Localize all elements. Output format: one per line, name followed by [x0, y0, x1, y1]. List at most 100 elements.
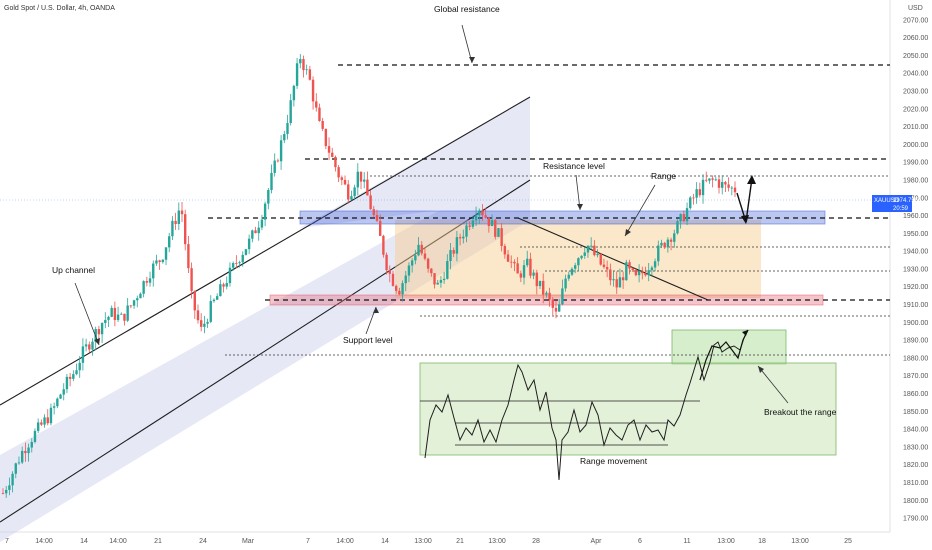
candle-bear — [340, 177, 344, 180]
candle-bull — [107, 316, 110, 320]
global-resistance-label: Global resistance — [434, 4, 500, 14]
candle-bull — [136, 298, 139, 301]
candle-bear — [554, 307, 558, 312]
candle-bear — [276, 160, 280, 162]
candle-bear — [631, 268, 634, 271]
candle-bull — [353, 187, 356, 197]
candle-bear — [308, 69, 312, 80]
candle-bull — [251, 230, 254, 239]
price-tick-label: 1940.00 — [903, 249, 928, 256]
candle-bear — [682, 214, 686, 222]
candle-bull — [65, 376, 69, 390]
candle-bull — [714, 179, 718, 181]
candle-bear — [190, 268, 193, 292]
candle-bull — [247, 238, 251, 250]
candle-bear — [315, 101, 318, 108]
price-tag[interactable] — [872, 195, 912, 212]
price-tick-label: 1820.00 — [903, 462, 928, 469]
candle-bull — [72, 374, 75, 379]
candle-bear — [551, 299, 554, 308]
range-movement-label: Range movement — [580, 456, 648, 466]
candle-bear — [503, 246, 507, 255]
candle-bull — [139, 293, 142, 299]
candle-bull — [263, 203, 267, 220]
candle-bear — [430, 268, 433, 274]
candle-bear — [500, 228, 503, 247]
candle-bull — [299, 59, 302, 64]
price-scale[interactable] — [890, 0, 932, 532]
candle-bear — [129, 305, 133, 307]
candle-bull — [75, 370, 78, 375]
candle-bear — [327, 146, 331, 153]
candle-bear — [727, 184, 730, 188]
candle-bull — [215, 296, 219, 300]
time-tick-label: 13:00 — [414, 538, 432, 545]
support-level-label: Support level — [343, 335, 393, 345]
range-movement-box[interactable] — [419, 362, 837, 456]
price-tick-label: 1890.00 — [903, 338, 928, 345]
candle-bear — [692, 197, 695, 199]
time-axis[interactable]: 7 14:00 14 14:00 21 24 Mar 7 14:00 14 13:00 21 13:00… — [5, 538, 852, 545]
candle-bull — [462, 236, 465, 239]
candle-bull — [295, 63, 299, 86]
candle-bear — [644, 273, 647, 276]
candle-bull — [417, 244, 420, 256]
time-tick-label: 18 — [758, 538, 766, 545]
symbol-title: Gold Spot / U.S. Dollar, 4h, OANDA — [4, 5, 115, 12]
candle-bull — [695, 189, 698, 198]
candle-bull — [612, 279, 615, 281]
price-tick-label: 1800.00 — [903, 498, 928, 505]
range-trendline[interactable] — [517, 217, 709, 301]
breakout-arrow-head-2 — [758, 366, 764, 373]
candle-bull — [660, 242, 663, 246]
candle-bear — [46, 417, 49, 424]
global-resistance-arrow — [461, 24, 473, 64]
support-level-arrow-head — [373, 307, 379, 313]
candle-bull — [647, 270, 650, 276]
candle-bear — [548, 292, 551, 300]
levels-layer — [0, 64, 890, 356]
breakout-box[interactable] — [671, 329, 787, 365]
candle-bull — [478, 210, 481, 216]
candle-bull — [436, 282, 439, 285]
candle-bull — [164, 247, 168, 260]
candle-bull — [522, 265, 526, 278]
candle-bear — [593, 245, 596, 256]
global-resistance-arrow-head — [469, 57, 475, 63]
candle-bear — [398, 290, 401, 295]
candle-bear — [372, 209, 375, 215]
price-tick-label: 1840.00 — [903, 427, 928, 434]
candle-bear — [426, 258, 430, 269]
projection-up-arrow — [745, 177, 753, 223]
candle-bull — [356, 171, 360, 188]
candle-bull — [589, 245, 593, 247]
candle-bull — [439, 280, 443, 283]
candle-bear — [187, 244, 190, 269]
candle-bear — [458, 237, 462, 239]
candle-bull — [401, 283, 404, 295]
breakout-arrow — [757, 365, 789, 404]
candle-bear — [481, 210, 484, 216]
candle-bull — [14, 463, 17, 474]
candle-bull — [52, 406, 56, 408]
up-channel-lower-line[interactable] — [0, 179, 531, 523]
price-tick-label: 2030.00 — [903, 88, 928, 95]
price-tick-label: 2070.00 — [903, 17, 928, 24]
candle-bear — [145, 281, 149, 283]
candle-bear — [733, 187, 737, 193]
range-label: Range — [651, 171, 676, 181]
candle-bear — [385, 254, 388, 271]
candle-bull — [225, 283, 228, 287]
candle-bull — [625, 262, 628, 281]
candle-bear — [24, 450, 27, 454]
candle-bull — [27, 447, 30, 454]
candle-bull — [650, 267, 654, 271]
candle-bull — [56, 398, 59, 407]
candle-bull — [81, 346, 85, 363]
candles-layer — [1, 54, 737, 498]
candle-bull — [586, 245, 590, 253]
candle-bull — [59, 394, 62, 399]
up-channel-upper-line[interactable] — [0, 96, 531, 406]
candle-bull — [292, 85, 296, 101]
projection-up-arrow-head — [747, 175, 756, 184]
